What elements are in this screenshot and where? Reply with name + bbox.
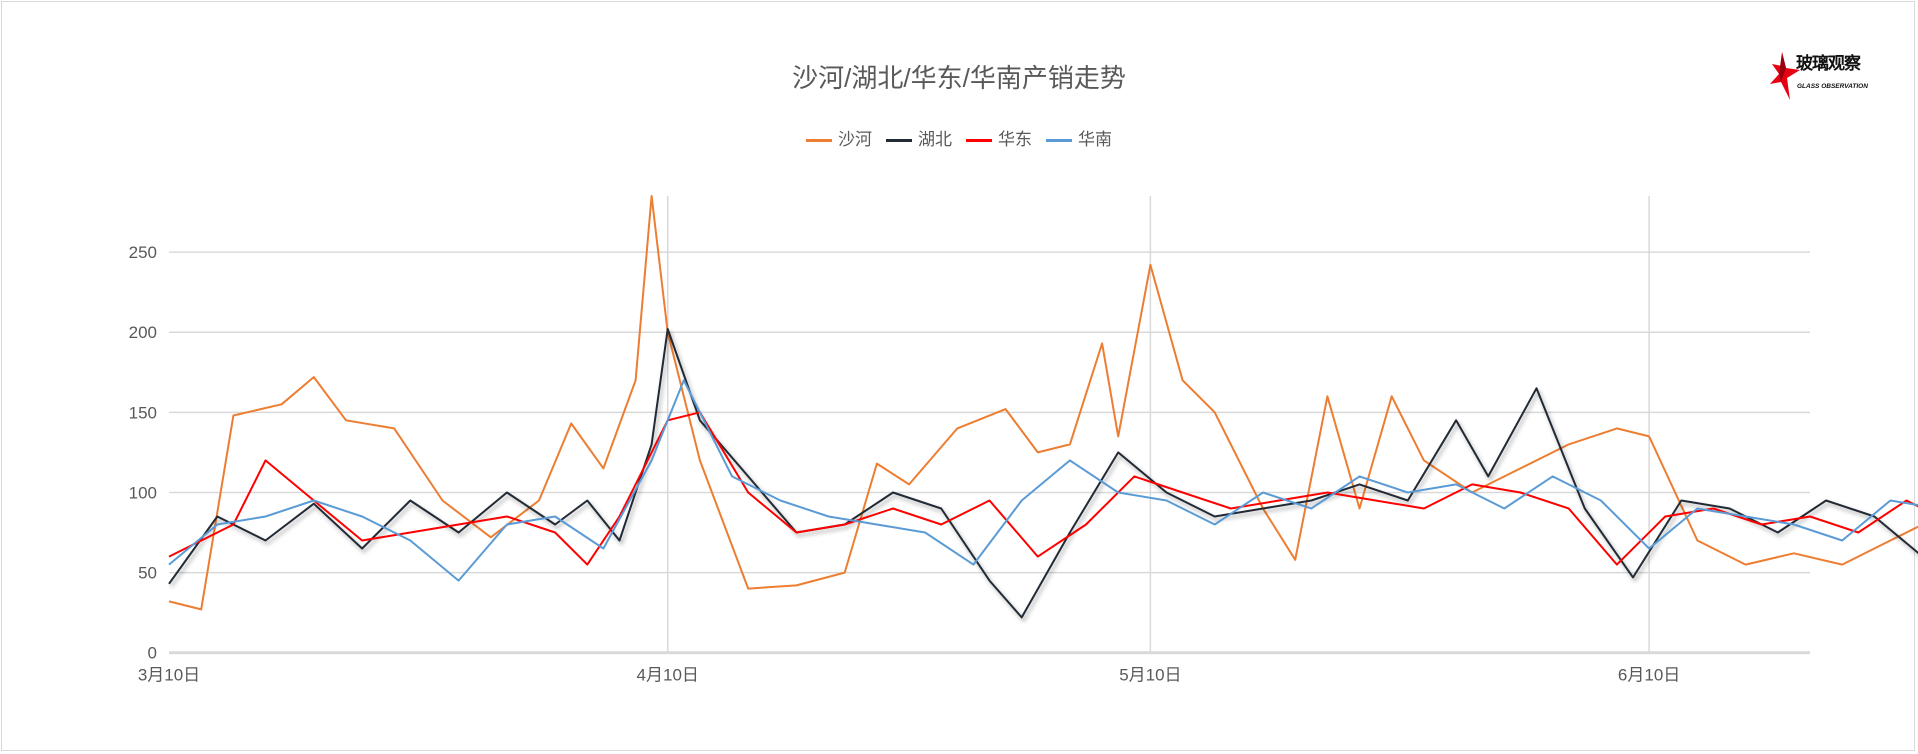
chart-title: 沙河/湖北/华东/华南产销走势 xyxy=(792,63,1126,93)
glass-observation-logo: 玻璃观察 GLASS OBSERVATION xyxy=(1770,50,1886,108)
legend-label: 华东 xyxy=(998,130,1032,149)
red-star-icon xyxy=(1770,52,1800,100)
series-line-0 xyxy=(168,195,1918,611)
legend-item-shahe[interactable]: 沙河 xyxy=(806,130,872,150)
series-line-1 xyxy=(168,328,1918,619)
logo-subtext: GLASS OBSERVATION xyxy=(1797,83,1868,90)
legend: 沙河 湖北 华东 华南 xyxy=(0,130,1918,150)
y-tick-label: 100 xyxy=(129,483,157,502)
x-tick-label: 5月10日 xyxy=(1119,666,1181,685)
legend-swatch xyxy=(806,138,832,142)
y-tick-label: 200 xyxy=(129,323,157,342)
y-axis: 0 50 100 150 200 250 xyxy=(129,243,157,663)
series-line-3 xyxy=(168,379,1918,582)
logo-text: 玻璃观察 xyxy=(1796,54,1861,73)
legend-label: 湖北 xyxy=(918,130,952,149)
legend-label: 华南 xyxy=(1078,130,1112,149)
legend-item-hubei[interactable]: 湖北 xyxy=(886,130,952,150)
x-axis: 3月10日4月10日5月10日6月10日7月10日8月10日9月10日10月10… xyxy=(138,666,1680,685)
legend-swatch xyxy=(886,138,912,142)
y-tick-label: 0 xyxy=(148,644,157,663)
series-line-2 xyxy=(168,411,1918,566)
series-lines xyxy=(168,195,1918,619)
legend-swatch xyxy=(1046,138,1072,142)
legend-item-huanan[interactable]: 华南 xyxy=(1046,130,1112,150)
x-tick-label: 4月10日 xyxy=(637,666,699,685)
x-tick-label: 6月10日 xyxy=(1618,666,1680,685)
y-tick-label: 50 xyxy=(138,564,157,583)
y-tick-label: 250 xyxy=(129,243,157,262)
y-tick-label: 150 xyxy=(129,403,157,422)
legend-item-huadong[interactable]: 华东 xyxy=(966,130,1032,150)
x-tick-label: 3月10日 xyxy=(138,666,200,685)
legend-swatch xyxy=(966,138,992,142)
grid xyxy=(169,196,1810,655)
legend-label: 沙河 xyxy=(838,130,872,149)
